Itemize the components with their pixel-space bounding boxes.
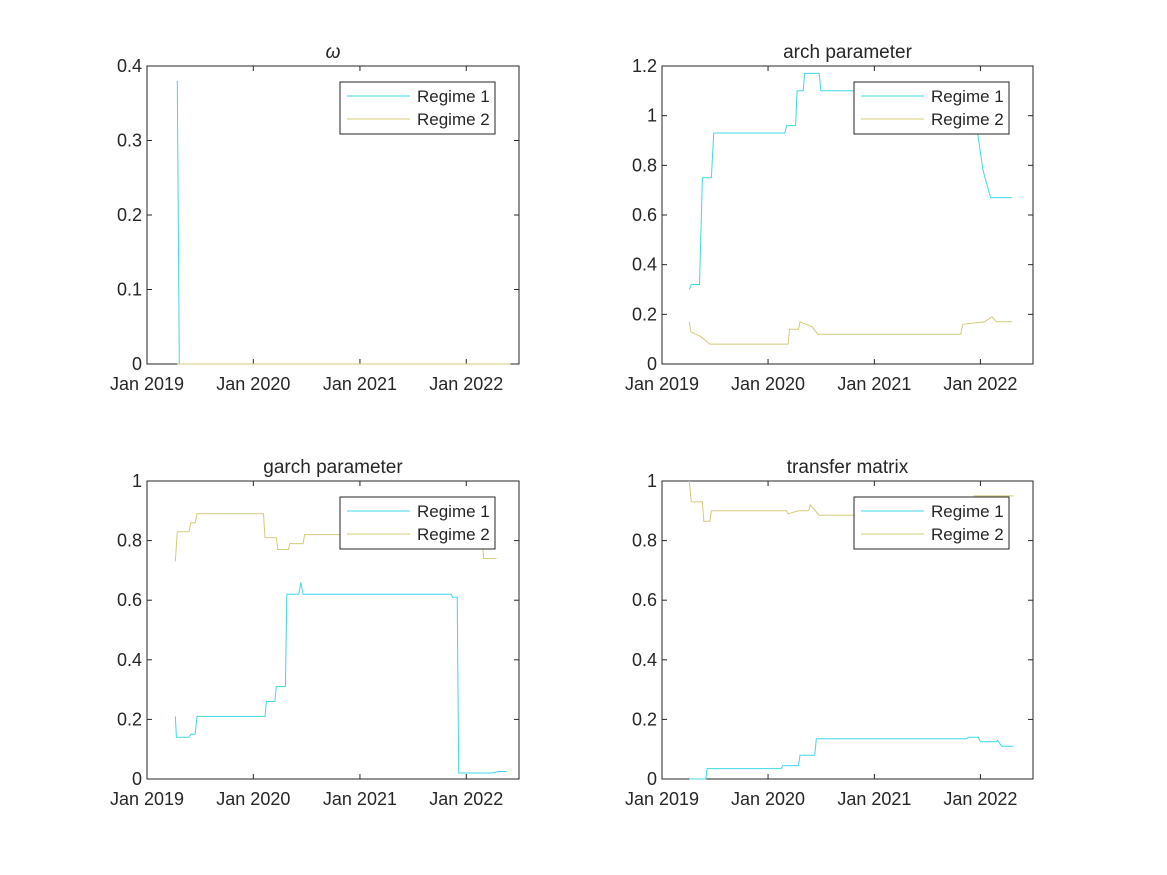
y-tick-label: 0.4 [632, 255, 657, 275]
y-tick-label: 0 [132, 769, 142, 789]
y-tick-label: 0.8 [632, 155, 657, 175]
y-tick-label: 0.2 [632, 304, 657, 324]
y-tick-label: 0.6 [632, 205, 657, 225]
legend-label: Regime 1 [417, 502, 490, 521]
legend-label: Regime 2 [417, 525, 490, 544]
y-tick-label: 0 [647, 769, 657, 789]
legend: Regime 1 Regime 2 [339, 81, 496, 135]
y-tick-label: 0.6 [117, 590, 142, 610]
legend: Regime 1 Regime 2 [853, 81, 1010, 135]
subplot-3: garch parameter 0 0.2 0.4 0.6 0.8 1 Jan 2019 Jan… [110, 457, 520, 809]
x-tick-label: Jan 2022 [429, 789, 503, 809]
y-tick-label: 0.4 [117, 650, 142, 670]
x-tick-label: Jan 2021 [323, 374, 397, 394]
series-line-regime-1 [689, 736, 1014, 780]
subplot-2: arch parameter 0 0.2 0.4 0.6 0.8 1 1.2 Jan 2019 J… [625, 42, 1034, 394]
y-tick-label: 0.8 [632, 531, 657, 551]
legend: Regime 1 Regime 2 [339, 496, 496, 550]
legend-box [339, 81, 496, 135]
y-tick-label: 0 [132, 354, 142, 374]
x-tick-label: Jan 2020 [216, 789, 290, 809]
y-tick-label: 0.4 [117, 56, 142, 76]
x-tick-label: Jan 2021 [837, 374, 911, 394]
y-tick-label: 1 [132, 471, 142, 491]
x-tick-label: Jan 2019 [625, 789, 699, 809]
legend-box [853, 496, 1010, 550]
y-tick-label: 0.2 [117, 709, 142, 729]
x-tick-label: Jan 2019 [110, 789, 184, 809]
x-tick-label: Jan 2019 [625, 374, 699, 394]
y-tick-label: 0.1 [117, 280, 142, 300]
chart-title: ω [326, 42, 341, 63]
y-tick-label: 0.4 [632, 650, 657, 670]
legend-label: Regime 2 [931, 525, 1004, 544]
y-tick-label: 0.2 [632, 709, 657, 729]
x-tick-label: Jan 2022 [943, 789, 1017, 809]
y-tick-label: 1 [647, 106, 657, 126]
chart-title: transfer matrix [787, 457, 909, 478]
y-tick-label: 0.2 [117, 205, 142, 225]
x-tick-label: Jan 2022 [429, 374, 503, 394]
legend-label: Regime 1 [931, 502, 1004, 521]
x-tick-label: Jan 2022 [943, 374, 1017, 394]
y-tick-label: 0 [647, 354, 657, 374]
y-tick-label: 0.3 [117, 131, 142, 151]
x-tick-label: Jan 2021 [837, 789, 911, 809]
legend: Regime 1 Regime 2 [853, 496, 1010, 550]
legend-label: Regime 1 [417, 87, 490, 106]
legend-label: Regime 2 [417, 110, 490, 129]
y-tick-label: 1 [647, 471, 657, 491]
x-tick-label: Jan 2020 [216, 374, 290, 394]
y-tick-label: 0.8 [117, 531, 142, 551]
subplot-1: ω 0 0.1 0.2 0.3 0.4 Jan 2019 Jan 2020 Jan 2021 Ja… [110, 42, 520, 394]
legend-box [853, 81, 1010, 135]
legend-label: Regime 1 [931, 87, 1004, 106]
x-tick-label: Jan 2019 [110, 374, 184, 394]
chart-title: arch parameter [783, 42, 913, 63]
y-tick-label: 0.6 [632, 590, 657, 610]
chart-title: garch parameter [263, 457, 403, 478]
series-line-regime-1 [174, 582, 507, 774]
x-tick-label: Jan 2020 [731, 789, 805, 809]
x-tick-label: Jan 2020 [731, 374, 805, 394]
legend-box [339, 496, 496, 550]
x-tick-label: Jan 2021 [323, 789, 397, 809]
subplot-4: transfer matrix 0 0.2 0.4 0.6 0.8 1 Jan 2019 Jan… [625, 457, 1034, 809]
y-tick-label: 1.2 [632, 56, 657, 76]
series-line-regime-2 [688, 316, 1013, 345]
legend-label: Regime 2 [931, 110, 1004, 129]
